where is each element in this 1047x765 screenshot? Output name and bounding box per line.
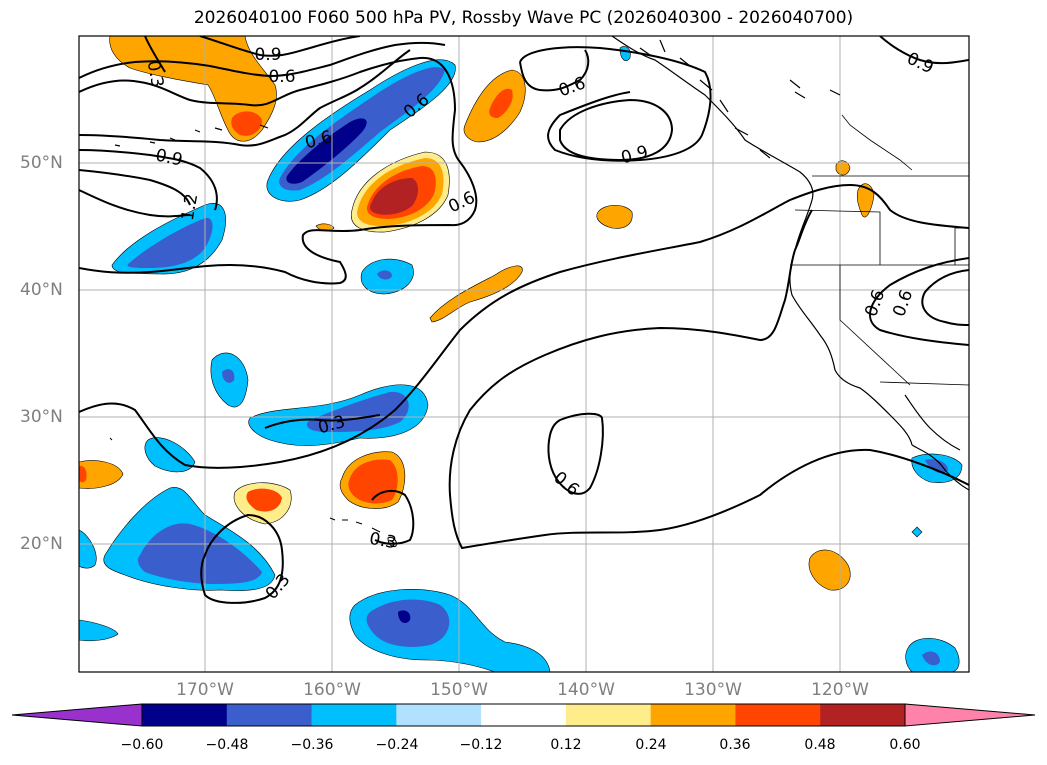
contour-0.9-north: [79, 49, 411, 147]
contour-0.6-north-loop: [519, 46, 712, 162]
coastline-baja: [911, 444, 969, 491]
contour-1.2-inner: [79, 189, 191, 218]
lon-label: 150°W: [430, 680, 488, 700]
colorbar-tick-label: 0.60: [889, 737, 921, 753]
colorbar-segment: [142, 704, 228, 726]
contour-label: 0.9: [254, 45, 281, 65]
contour-label: 0.3: [368, 529, 398, 553]
contour-0.9-top-right: [879, 36, 969, 65]
border-ca-nv: [839, 265, 911, 386]
colorbar-tick-label: −0.12: [459, 737, 503, 753]
contour-0.6-top-left: [79, 41, 446, 79]
pos-anomaly-26n-west: [79, 460, 124, 489]
colorbar: [12, 704, 1035, 726]
lon-label: 140°W: [557, 680, 615, 700]
colorbar-right-extend: [904, 703, 1036, 727]
colorbar-tick-label: 0.48: [804, 737, 836, 753]
pos-anomaly-47n-core: [370, 178, 418, 215]
contour-label: 1.2: [178, 192, 202, 222]
pos-anomaly-coast-oregon: [856, 183, 875, 218]
contour-1.2-west: [79, 169, 191, 206]
contour-0.6-closed: [547, 412, 604, 495]
contour-0.3-hawaii: [371, 489, 415, 545]
colorbar-tick-label: 0.12: [550, 737, 582, 753]
colorbar-segment: [226, 704, 313, 726]
contour-label: 0.3: [143, 59, 167, 89]
contour-0.6-main: [79, 183, 969, 469]
pos-anomaly-23n-core: [246, 488, 282, 512]
lon-label: 130°W: [684, 680, 742, 700]
colorbar-tick-label: −0.24: [375, 737, 419, 753]
lat-label: 20°N: [20, 534, 63, 554]
neg-anomaly-12n-east-core: [922, 651, 940, 666]
colorbar-tick-label: 0.36: [719, 737, 751, 753]
pv-shading-layer: [79, 36, 963, 672]
pv-contours: [79, 36, 969, 604]
pos-anomaly-46n-east: [596, 204, 633, 229]
colorbar-tick-label: −0.48: [205, 737, 249, 753]
coastline-gulf-small-islands: [114, 79, 841, 147]
neg-anomaly-14n-inner: [398, 610, 411, 624]
neg-anomaly-20n-edge: [79, 529, 97, 569]
contour-0.6-south: [448, 209, 969, 550]
lon-label: 120°W: [811, 680, 869, 700]
colorbar-segment: [481, 704, 567, 726]
coastlines: [114, 36, 969, 491]
lat-label: 50°N: [20, 153, 63, 173]
gridlines: [79, 36, 969, 672]
contour-0.3-30n: [264, 414, 381, 429]
colorbar-left-extend: [11, 703, 143, 727]
border-us-mexico: [879, 381, 969, 386]
coastline-alaska-panhandle: [611, 36, 814, 201]
contour-0.6-east-nevada: [869, 257, 969, 346]
contour-label: 0.6: [268, 67, 295, 87]
colorbar-segment: [12, 704, 142, 726]
border-bc-ab: [841, 114, 913, 171]
pos-anomaly-55n-core: [489, 88, 513, 118]
pos-anomaly-40n-streak: [429, 265, 523, 323]
neg-anomaly-gulf-alaska-inner: [286, 118, 367, 184]
lat-label: 40°N: [20, 280, 63, 300]
coastline-alaska-islands: [639, 39, 771, 159]
contour-0.9-west: [79, 149, 218, 211]
neg-anomaly-dateline-north-core: [127, 217, 213, 268]
colorbar-segment: [311, 704, 397, 726]
neg-anomaly-14n-core: [366, 599, 450, 647]
neg-anomaly-25n-east-core: [925, 459, 948, 474]
map-title: 2026040100 F060 500 hPa PV, Rossby Wave …: [193, 8, 854, 28]
neg-anomaly-33n-core: [222, 369, 235, 383]
border-wa-or: [794, 209, 881, 265]
lon-label: 170°W: [176, 680, 234, 700]
contour-0.3-south-west: [200, 513, 284, 604]
colorbar-tick-label: 0.24: [635, 737, 667, 753]
neg-anomaly-41n-core: [377, 270, 392, 280]
neg-anomaly-20n-west-core: [137, 523, 262, 584]
colorbar-segment: [565, 704, 652, 726]
contour-0.9-inner-north: [559, 98, 674, 162]
contour-0.9-top: [199, 36, 361, 57]
colorbar-segment: [396, 704, 482, 726]
lat-label: 30°N: [20, 407, 63, 427]
pos-anomaly-north-west-core: [231, 111, 262, 136]
colorbar-segment: [735, 704, 821, 726]
lon-label: 160°W: [303, 680, 361, 700]
hawaii-islands: [109, 437, 397, 547]
neg-anomaly-diamond: [911, 526, 923, 538]
colorbar-segment: [820, 704, 906, 726]
coastline-baja-inner: [904, 394, 961, 451]
colorbar-tick-label: −0.36: [290, 737, 334, 753]
colorbar-segment: [650, 704, 736, 726]
colorbar-tick-label: −0.60: [120, 737, 164, 753]
neg-anomaly-13n-edge: [79, 619, 119, 642]
contour-0.9-east-nevada: [921, 269, 969, 326]
pos-anomaly-north-west: [109, 36, 277, 142]
contour-0.6-ring-gulf: [519, 49, 590, 92]
contour-0.6-northwest: [79, 56, 478, 285]
contour-0.3-top: [144, 36, 166, 73]
map-frame: [78, 35, 970, 673]
pos-anomaly-26n-west-core: [79, 465, 87, 483]
colorbar-segment: [905, 704, 1035, 726]
